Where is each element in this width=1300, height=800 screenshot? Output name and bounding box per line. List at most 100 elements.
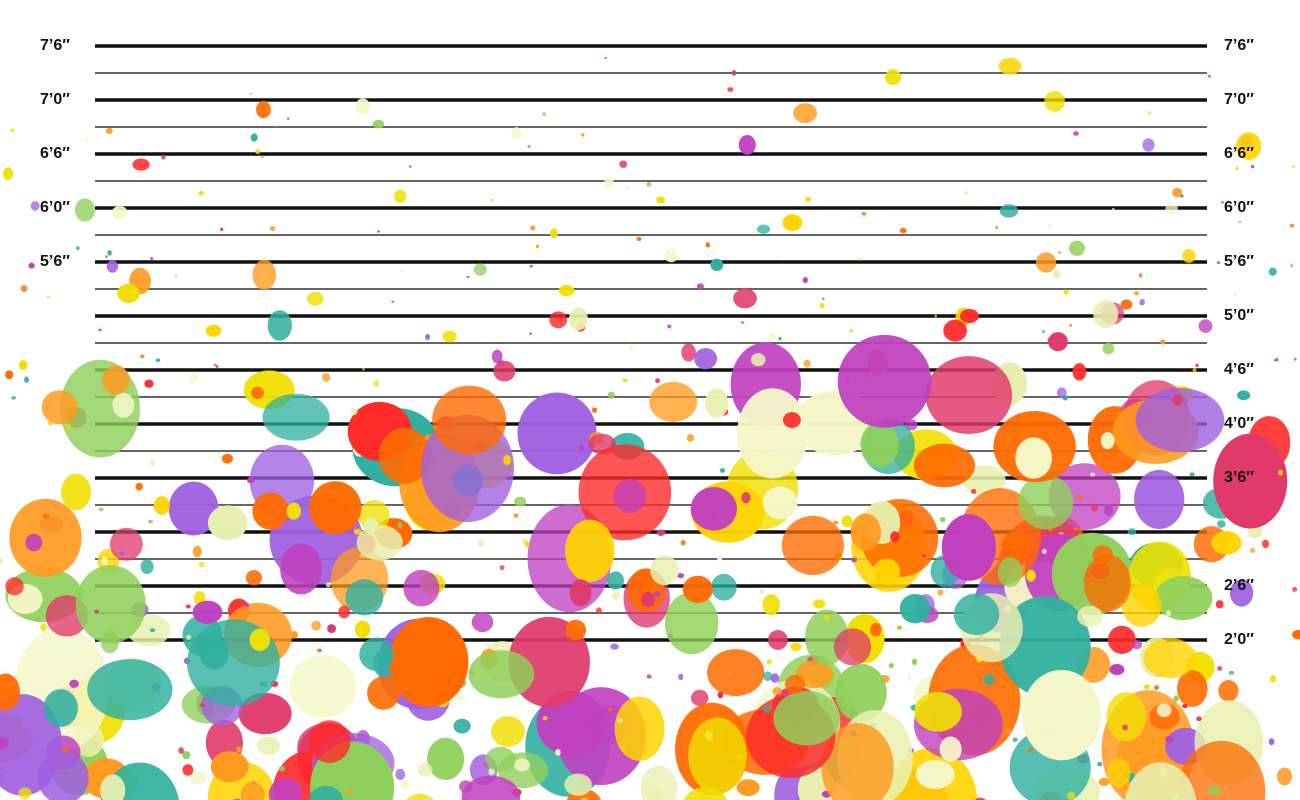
paint-blob xyxy=(280,543,322,595)
paint-blob xyxy=(286,117,290,120)
paint-blob xyxy=(140,559,154,575)
paint-blob xyxy=(555,749,561,756)
paint-blob xyxy=(309,481,362,535)
paint-blob xyxy=(3,167,14,181)
paint-blob xyxy=(1164,735,1174,743)
paint-blob xyxy=(1090,503,1099,512)
paint-blob xyxy=(763,705,771,713)
paint-blob xyxy=(625,187,629,191)
paint-blob xyxy=(513,513,519,518)
paint-blob xyxy=(397,522,403,529)
paint-blob xyxy=(1154,576,1213,620)
paint-blob xyxy=(150,256,154,261)
paint-blob xyxy=(249,92,253,95)
paint-blob xyxy=(5,370,14,380)
paint-blob xyxy=(962,465,1006,497)
paint-blob xyxy=(353,528,362,535)
paint-blob xyxy=(1165,203,1178,215)
paint-blob xyxy=(1216,261,1221,264)
paint-blob xyxy=(1291,165,1295,168)
paint-blob xyxy=(35,616,42,623)
paint-blob xyxy=(1250,547,1256,553)
paint-blob xyxy=(1056,730,1080,753)
paint-blob xyxy=(934,313,938,318)
paint-blob xyxy=(1278,469,1284,476)
paint-blob xyxy=(503,454,512,466)
paint-blob xyxy=(373,380,380,387)
paint-blob xyxy=(733,288,757,309)
paint-blob xyxy=(1121,584,1162,627)
paint-blob xyxy=(325,582,331,588)
paint-blob xyxy=(491,349,503,364)
paint-blob xyxy=(359,637,394,672)
paint-blob xyxy=(707,649,765,697)
paint-blob xyxy=(773,690,841,746)
paint-blob xyxy=(890,531,900,543)
paint-blob xyxy=(653,591,661,597)
paint-blob xyxy=(30,200,40,211)
paint-blob xyxy=(578,445,585,452)
paint-blob xyxy=(356,524,403,561)
paint-blob xyxy=(262,393,330,441)
paint-blob xyxy=(395,768,406,780)
paint-blob xyxy=(1131,639,1143,650)
paint-blob xyxy=(565,619,587,641)
paint-blob xyxy=(42,513,50,520)
paint-blob xyxy=(65,424,71,431)
paint-blob xyxy=(491,716,525,747)
paint-blob xyxy=(427,737,465,781)
paint-blob xyxy=(186,634,192,640)
paint-blob xyxy=(105,127,113,134)
paint-blob xyxy=(914,691,962,732)
paint-blob xyxy=(1102,342,1115,355)
paint-blob xyxy=(149,628,156,633)
paint-blob xyxy=(762,671,773,682)
paint-blob xyxy=(355,98,371,115)
paint-blob xyxy=(719,468,725,473)
paint-blob xyxy=(1218,680,1239,702)
paint-blob xyxy=(140,354,145,358)
paint-blob xyxy=(1098,777,1110,787)
paint-blob xyxy=(717,556,723,561)
paint-blob xyxy=(607,391,616,399)
paint-blob xyxy=(473,263,487,276)
paint-blob xyxy=(267,310,292,341)
paint-blob xyxy=(354,620,371,639)
paint-blob xyxy=(403,569,440,607)
paint-blob xyxy=(1217,520,1226,528)
paint-blob xyxy=(105,255,108,259)
paint-blob xyxy=(468,650,535,699)
paint-blob xyxy=(1215,600,1224,609)
paint-blob xyxy=(0,736,10,750)
paint-blob xyxy=(1077,605,1103,628)
paint-blob xyxy=(785,674,806,694)
paint-blob xyxy=(41,390,78,425)
paint-blob xyxy=(656,196,666,204)
paint-blob xyxy=(939,517,946,523)
paint-blob xyxy=(727,87,734,92)
paint-blob xyxy=(1292,586,1298,592)
paint-blob xyxy=(308,785,343,800)
paint-blob xyxy=(795,660,834,689)
paint-blob xyxy=(372,119,385,129)
paint-blob xyxy=(1127,528,1137,536)
paint-blob xyxy=(255,148,261,155)
paint-blob xyxy=(736,779,760,796)
paint-blob xyxy=(1120,299,1133,310)
paint-blob xyxy=(1275,357,1279,362)
paint-blob xyxy=(678,673,684,681)
paint-blob xyxy=(477,539,484,547)
paint-blob xyxy=(873,558,901,585)
paint-blob xyxy=(1233,292,1237,296)
paint-blob xyxy=(338,605,351,619)
paint-blob xyxy=(286,502,301,520)
paint-blob xyxy=(1172,394,1183,406)
paint-blob xyxy=(759,588,765,595)
paint-blob xyxy=(842,698,856,710)
paint-blob xyxy=(1138,273,1143,278)
paint-blob xyxy=(667,324,672,329)
paint-blob xyxy=(649,381,698,422)
paint-blob xyxy=(1073,131,1079,136)
paint-blob xyxy=(1076,494,1083,500)
paint-blob xyxy=(316,648,323,653)
